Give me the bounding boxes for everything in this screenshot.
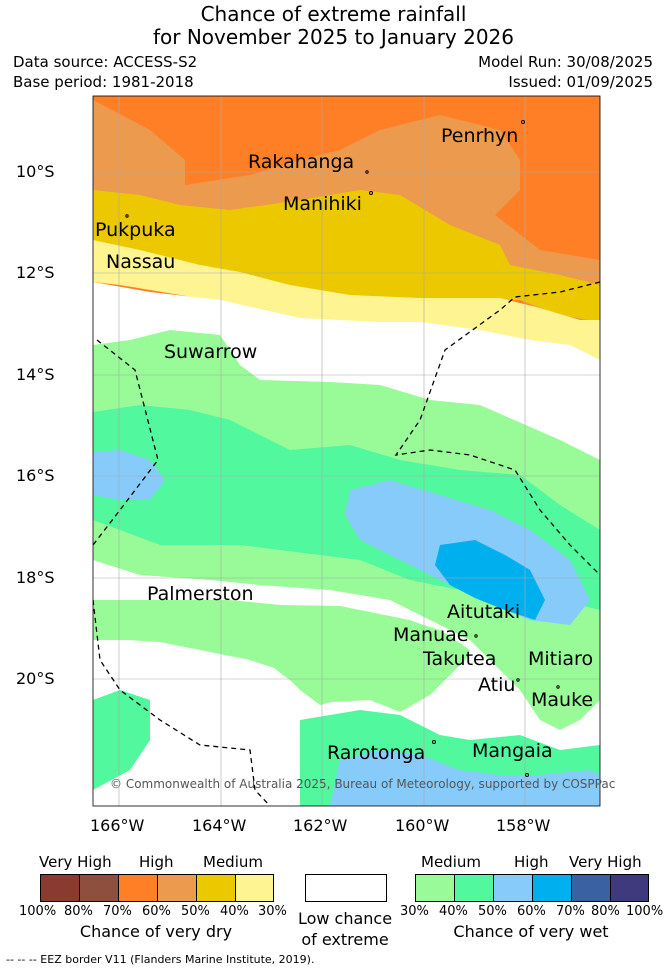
place-takutea: Takutea [423, 648, 497, 670]
place-palmerston: Palmerston [147, 583, 254, 605]
place-manihiki: Manihiki [283, 193, 362, 215]
dry-caption: Chance of very dry [79, 922, 233, 941]
low-chance-caption-line-1: Low chance [297, 909, 393, 928]
wet-caption: Chance of very wet [453, 922, 609, 941]
wet-pct-70: 70% [556, 904, 585, 919]
lon-label-162w: 162°W [293, 816, 348, 835]
place-rarotonga: Rarotonga [327, 742, 426, 764]
lat-label-14s: 14°S [16, 365, 55, 384]
lon-label-158w: 158°W [496, 816, 551, 835]
lon-label-160w: 160°W [395, 816, 450, 835]
eez-border [93, 281, 600, 806]
data-source: Data source: ACCESS-S2 [13, 53, 198, 71]
dry-heading-very-high: Very High [39, 853, 112, 871]
wet-swatch-50-60 [494, 875, 533, 901]
rainfall-map [92, 95, 601, 807]
place-nassau: Nassau [106, 251, 176, 273]
dry-heading-medium: Medium [203, 853, 263, 871]
dry-pct-80: 80% [64, 904, 93, 919]
dry-swatch-40-50 [197, 875, 236, 901]
island-markers [125, 120, 560, 777]
place-penrhyn: Penrhyn [441, 125, 519, 147]
wet-30-40-south-region [93, 600, 470, 712]
wet-pct-30: 30% [400, 904, 429, 919]
wet-swatch-70-80 [572, 875, 611, 901]
wet-pct-80: 80% [591, 904, 620, 919]
dry-pct-70: 70% [103, 904, 132, 919]
place-pukapuka: Pukpuka [95, 219, 176, 241]
lon-label-166w: 166°W [90, 816, 145, 835]
wet-swatch-80-100 [611, 875, 648, 901]
dry-swatch-70-80 [80, 875, 119, 901]
dry-pct-60: 60% [142, 904, 171, 919]
wet-pct-40: 40% [439, 904, 468, 919]
title-line-1: Chance of extreme rainfall [200, 2, 467, 26]
map-credit: © Commonwealth of Australia 2025, Bureau… [110, 777, 616, 791]
lon-label-164w: 164°W [192, 816, 247, 835]
place-atiu: Atiu [478, 674, 516, 696]
model-run: Model Run: 30/08/2025 [478, 53, 653, 71]
wet-swatch-60-70 [533, 875, 572, 901]
wet-heading-very-high: Very High [569, 853, 642, 871]
wet-50-60-west-region [93, 450, 165, 500]
place-aitutaki: Aitutaki [447, 601, 521, 623]
dry-swatch-30-40 [236, 875, 273, 901]
base-period: Base period: 1981-2018 [13, 73, 194, 91]
wet-pct-50: 50% [478, 904, 507, 919]
wet-swatch-30-40 [416, 875, 455, 901]
low-chance-caption-line-2: of extreme [301, 930, 389, 949]
wet-40-50-west-region [93, 690, 150, 790]
dry-color-scale [40, 874, 274, 902]
place-manuae: Manuae [393, 624, 469, 646]
wet-60-70-region [435, 540, 545, 620]
dry-swatch-60-70 [119, 875, 158, 901]
place-mitiaro: Mitiaro [528, 648, 594, 670]
place-mangaia: Mangaia [472, 740, 553, 762]
lat-label-20s: 20°S [16, 669, 55, 688]
map-frame [92, 95, 601, 807]
dry-50-60-region [93, 190, 600, 322]
wet-heading-high: High [514, 853, 549, 871]
dry-pct-40: 40% [220, 904, 249, 919]
lat-label-16s: 16°S [16, 466, 55, 485]
wet-pct-100: 100% [626, 904, 664, 919]
dry-pct-30: 30% [258, 904, 287, 919]
dry-pct-100: 100% [19, 904, 57, 919]
dry-40-50-region [93, 240, 600, 360]
place-suwarrow: Suwarrow [164, 341, 258, 363]
dry-heading-high: High [139, 853, 174, 871]
dry-swatch-50-60 [158, 875, 197, 901]
place-mauke: Mauke [531, 689, 594, 711]
eez-footnote: -- -- -- EEZ border V11 (Flanders Marine… [6, 953, 315, 966]
wet-color-scale [415, 874, 649, 902]
dry-pct-50: 50% [181, 904, 210, 919]
wet-pct-60: 60% [517, 904, 546, 919]
dry-swatch-80-100 [41, 875, 80, 901]
lat-label-12s: 12°S [16, 263, 55, 282]
title-line-2: for November 2025 to January 2026 [152, 25, 515, 49]
issued-date: Issued: 01/09/2025 [508, 73, 653, 91]
low-chance-swatch [305, 874, 387, 902]
lat-label-18s: 18°S [16, 568, 55, 587]
wet-50-60-south-region [330, 750, 600, 806]
wet-heading-medium: Medium [421, 853, 481, 871]
map-fill [93, 96, 600, 806]
lat-label-10s: 10°S [16, 162, 55, 181]
wet-swatch-40-50 [455, 875, 494, 901]
place-rakahanga: Rakahanga [248, 151, 355, 173]
